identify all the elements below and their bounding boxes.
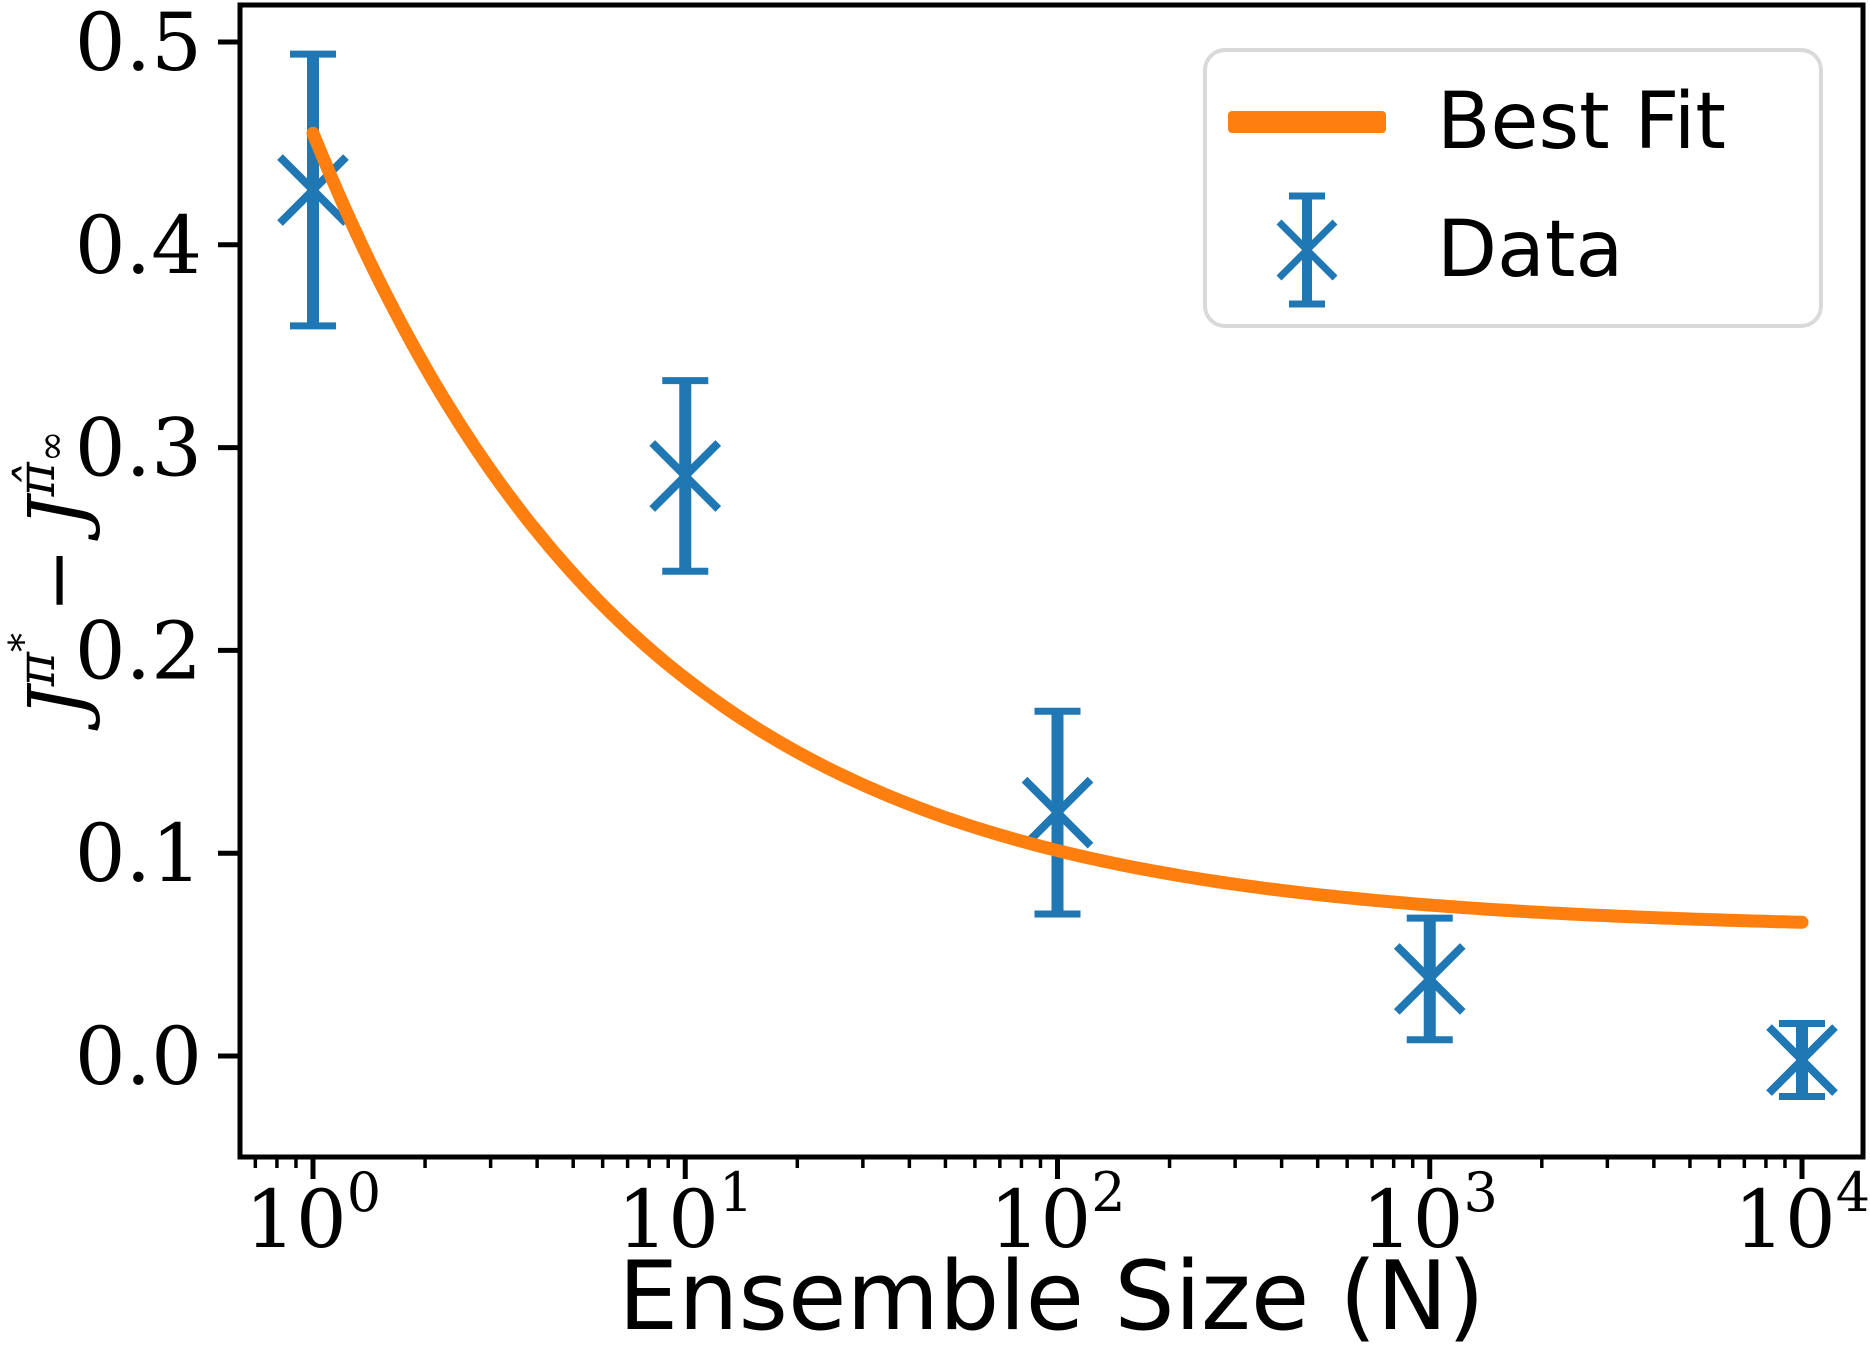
x-marker <box>649 440 722 512</box>
legend-label-data: Data <box>1437 205 1624 295</box>
x-tick-label: 101 <box>617 1161 753 1266</box>
y-tick-label: 0.5 <box>75 0 202 89</box>
data-point-errorbar <box>1766 1020 1838 1101</box>
ylabel-minus: − <box>13 547 103 614</box>
x-marker <box>277 154 349 226</box>
x-tick-label: 102 <box>989 1161 1125 1266</box>
plot-frame <box>237 2 1866 1160</box>
data-errorbar-marker-swatch <box>1276 192 1338 308</box>
best-fit-line-swatch <box>1228 111 1386 133</box>
x-marker <box>1021 776 1094 849</box>
data-point-errorbar <box>1021 707 1094 918</box>
ylabel-infinity: ∞ <box>29 430 73 463</box>
y-tick-label: 0.3 <box>75 402 202 495</box>
ylabel-pihat: π̂ <box>7 462 67 497</box>
y-tick-label: 0.4 <box>75 199 202 292</box>
x-tick-label: 104 <box>1734 1161 1870 1266</box>
y-tick-label: 0.0 <box>75 1010 202 1103</box>
y-tick-label: 0.2 <box>75 604 202 697</box>
x-marker <box>1766 1024 1838 1096</box>
ylabel-j1: J <box>13 686 103 718</box>
y-axis-label: Jπ* − Jπ̂∞ <box>1 431 103 718</box>
data-point-errorbar <box>277 50 349 330</box>
ylabel-pi1: π <box>7 652 67 687</box>
legend-entry-data: Data <box>1207 186 1819 314</box>
x-marker <box>1393 943 1466 1015</box>
x-tick-label: 100 <box>245 1161 381 1266</box>
ylabel-j2: J <box>13 496 103 528</box>
best-fit-curve <box>306 126 1809 929</box>
legend-label-best-fit: Best Fit <box>1437 77 1726 167</box>
legend-entry-best-fit: Best Fit <box>1207 58 1819 186</box>
y-tick-label: 0.1 <box>75 807 202 900</box>
x-tick-label: 103 <box>1362 1161 1498 1266</box>
ylabel-star: * <box>1 633 45 653</box>
data-point-errorbar <box>1393 914 1466 1044</box>
data-point-errorbar <box>649 377 722 575</box>
x-axis-label: Ensemble Size (N) <box>618 1242 1485 1352</box>
legend: Best Fit Data <box>1203 48 1823 328</box>
